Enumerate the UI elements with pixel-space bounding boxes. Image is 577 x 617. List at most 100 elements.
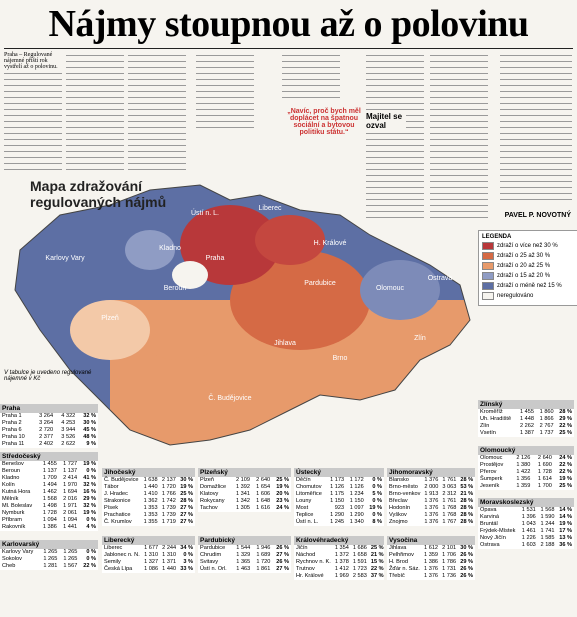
table-cell: 2 262 [520,423,534,429]
table-cell: 37 % [370,573,384,579]
district-table: Vysočina Jihlava 1 612 2 101 30 % Pelhřimov 1 … [387,536,475,580]
table-cell: Benešov [2,461,24,467]
table-cell: 1 392 [235,484,250,490]
table-cell: 26 % [460,552,473,558]
table-cell: Olomouc [480,455,503,461]
table-cell: 1 310 [144,552,159,558]
table-cell: 1 376 [424,573,439,579]
legend-swatch [482,292,494,300]
table-cell: Žďár n. Sáz. [389,566,420,572]
table: Děčín 1 173 1 172 0 % Chomutov 1 126 1 126 0 % L… [294,477,384,526]
table-cell: 1 568 [42,496,57,502]
table-row: Uh. Hradiště 1 448 1 866 29 % [478,416,574,423]
table-row: Kroměříž 1 455 1 860 28 % [478,409,574,416]
map-label: Pardubice [304,280,336,287]
table-cell: 23 % [276,498,289,504]
table-cell: 1 677 [144,545,159,551]
table-row: Tachov 1 305 1 616 24 % [198,505,291,512]
table-row: Brno-město 2 000 3 063 53 % [387,484,475,491]
table-cell: 1 356 [516,476,531,482]
table-cell: 3 944 [61,427,76,433]
legend-item: neregulováno [482,292,576,300]
table-cell: 1 376 [424,512,439,518]
table-cell: 1 376 [424,498,439,504]
table-cell: Náchod [296,552,316,558]
table-cell: 1 371 [162,559,177,565]
table-cell: 27 % [180,519,193,525]
table-cell: Zlín [480,423,490,429]
table-row: Hr. Králové 1 969 2 583 37 % [294,573,386,580]
table-row: Třebíč 1 376 1 736 26 % [387,573,475,580]
district-table: Liberecký Liberec 1 677 2 244 34 % Jablonec n… [102,536,195,573]
table-cell: 3 264 [39,420,54,426]
table-cell: 1 043 [521,521,536,527]
table-cell: Znojmo [389,519,408,525]
table-row: Svitavy 1 365 1 720 26 % [198,559,291,566]
table-cell: 1 654 [256,484,271,490]
table-cell: 1 126 [330,484,345,490]
table: Jičín 1 354 1 686 25 % Náchod 1 372 1 658 21 % R… [294,545,386,580]
table-cell: 2 126 [516,455,531,461]
table-cell: Uh. Hradiště [480,416,512,422]
table-cell: 27 % [276,566,289,572]
text-column [128,52,186,172]
table-cell: 1 720 [161,484,176,490]
table-cell: 2 244 [162,545,177,551]
table-cell: 14 % [559,507,572,513]
table-cell: 25 % [276,477,289,483]
table-cell: 1 455 [42,461,57,467]
table-row: Beroun 1 137 1 137 0 % [0,468,98,475]
table-cell: 34 % [180,545,193,551]
text-column [196,52,254,132]
table-cell: 1 706 [442,552,457,558]
table-title: Královéhradecký [294,536,384,545]
table-cell: Chrudim [200,552,222,558]
table-cell: 1 860 [539,409,554,415]
table-cell: 1 440 [162,566,177,572]
legend-label: zdraží o více než 30 % [497,243,558,249]
district-table: Jihomoravský Blansko 1 376 1 761 28 % Brno-mě… [387,468,475,526]
legend-swatch [482,282,494,290]
author: PAVEL P. NOVOTNÝ [504,212,571,219]
table-row: Cheb 1 281 1 567 22 % [0,563,98,570]
table-row: Přerov 1 422 1 728 22 % [478,469,574,476]
legend-item: zdraží o 20 až 25 % [482,262,576,270]
table-row: Mělník 1 568 2 016 29 % [0,496,98,503]
table-row: Louny 1 150 1 150 0 % [294,498,384,505]
legend-swatch [482,272,494,280]
table-cell: Písek [104,505,118,511]
table-row: Jihlava 1 612 2 101 30 % [387,545,475,552]
table-cell: Nymburk [2,510,25,516]
table-cell: 1 971 [63,503,78,509]
table-cell: 1 768 [442,512,457,518]
table-cell: 28 % [180,498,193,504]
table-row: Ústí n. Orl. 1 463 1 861 27 % [198,566,291,573]
table-cell: 22 % [559,462,572,468]
table-cell: Louny [296,498,312,504]
table-cell: 1 761 [442,498,457,504]
table-row: Brno-venkov 1 913 2 312 21 % [387,491,475,498]
table-cell: 26 % [460,573,473,579]
table-row: Znojmo 1 376 1 767 28 % [387,519,475,526]
table-cell: 1 969 [334,573,349,579]
table-cell: 1 422 [516,469,531,475]
table-cell: 1 638 [143,477,158,483]
table-cell: 8 % [372,519,382,525]
table-row: Blansko 1 376 1 761 28 % [387,477,475,484]
table-row: Prostějov 1 380 1 690 22 % [478,462,574,469]
table-cell: 2 414 [63,475,78,481]
table-cell: 48 % [83,434,96,440]
table-cell: 3 063 [442,484,457,490]
table-cell: Jičín [296,545,308,551]
table-cell: 1 376 [424,566,439,572]
table-cell: 1 137 [42,468,57,474]
table-cell: 1 310 [162,552,177,558]
table-title: Jihomoravský [387,468,475,477]
table-cell: Karlovy Vary [2,549,34,555]
text-column [4,52,62,172]
table-title: Pardubický [198,536,291,545]
table-cell: 15 % [370,559,384,565]
table-cell: 19 % [83,461,96,467]
table-cell: 28 % [460,512,474,518]
table-cell: 1 742 [161,498,176,504]
